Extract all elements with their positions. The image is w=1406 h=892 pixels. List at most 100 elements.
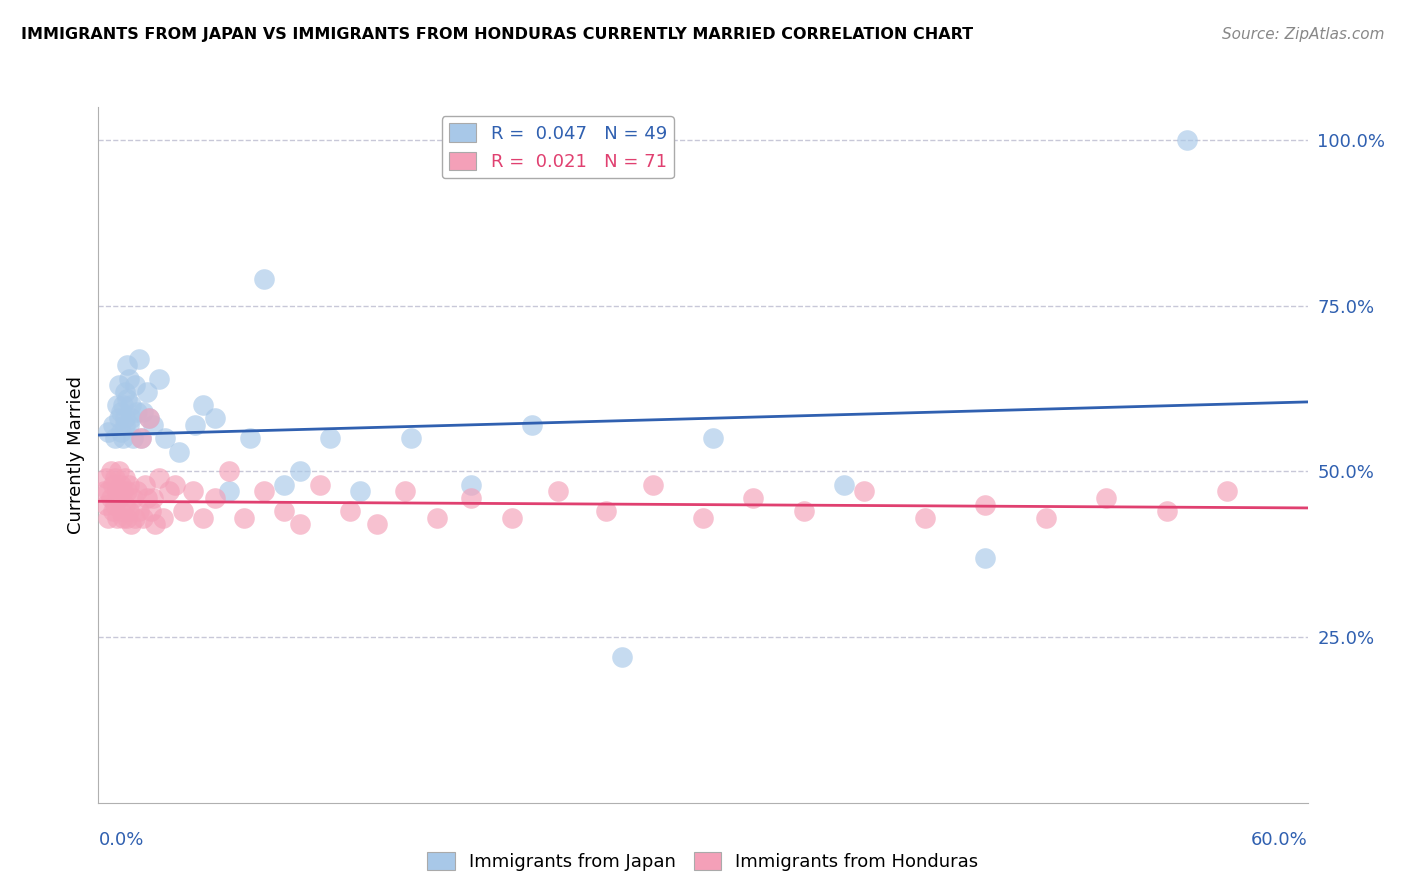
Point [157,484,180,499]
Point [120,411,142,425]
Point [184,418,207,433]
Point [1035,511,1057,525]
Point [702,431,724,445]
Point [142,418,165,433]
Point [595,504,617,518]
Point [118,504,141,518]
Point [253,272,276,286]
Point [97,425,120,439]
Text: IMMIGRANTS FROM JAPAN VS IMMIGRANTS FROM HONDURAS CURRENTLY MARRIED CORRELATION : IMMIGRANTS FROM JAPAN VS IMMIGRANTS FROM… [21,27,973,42]
Point [181,484,204,499]
Point [138,411,160,425]
Point [460,491,482,505]
Point [121,431,143,445]
Point [138,411,160,425]
Point [148,372,170,386]
Point [1095,491,1118,505]
Point [193,398,215,412]
Point [152,511,174,525]
Point [105,511,128,525]
Point [125,484,148,499]
Text: 0.0%: 0.0% [98,830,143,848]
Y-axis label: Currently Married: Currently Married [66,376,84,534]
Point [253,484,276,499]
Point [120,398,142,412]
Point [118,477,141,491]
Point [914,511,936,525]
Point [128,351,150,366]
Point [107,465,129,479]
Point [128,504,150,518]
Point [100,465,122,479]
Point [853,484,876,499]
Point [1156,504,1178,518]
Point [129,431,152,445]
Point [273,477,295,491]
Point [692,511,714,525]
Point [107,411,129,425]
Point [114,384,136,399]
Point [101,477,124,491]
Point [132,405,155,419]
Point [115,392,138,406]
Point [167,444,190,458]
Point [125,405,148,419]
Point [120,517,142,532]
Point [547,484,569,499]
Point [193,511,215,525]
Point [974,550,997,565]
Point [501,511,523,525]
Point [96,498,118,512]
Point [142,491,165,505]
Point [115,484,138,499]
Point [114,418,136,433]
Point [93,484,115,499]
Point [114,498,136,512]
Point [218,484,240,499]
Point [148,471,170,485]
Point [114,471,136,485]
Point [319,431,342,445]
Text: 60.0%: 60.0% [1251,830,1308,848]
Point [100,491,122,505]
Point [124,378,146,392]
Legend: Immigrants from Japan, Immigrants from Honduras: Immigrants from Japan, Immigrants from H… [420,845,986,879]
Point [139,504,162,518]
Point [134,477,156,491]
Point [612,650,634,665]
Point [426,511,449,525]
Point [339,504,361,518]
Point [143,517,166,532]
Point [974,498,997,512]
Point [114,411,136,425]
Point [105,398,128,412]
Point [742,491,765,505]
Point [129,431,152,445]
Point [110,504,132,518]
Point [107,491,129,505]
Point [111,398,134,412]
Point [101,418,124,433]
Text: Source: ZipAtlas.com: Source: ZipAtlas.com [1222,27,1385,42]
Point [288,465,311,479]
Point [793,504,815,518]
Point [97,511,120,525]
Point [103,471,125,485]
Point [97,484,120,499]
Point [124,511,146,525]
Point [399,431,422,445]
Point [121,491,143,505]
Point [349,484,371,499]
Point [115,359,138,373]
Point [460,477,482,491]
Point [366,517,388,532]
Point [135,384,157,399]
Point [832,477,855,491]
Point [239,431,262,445]
Point [110,425,132,439]
Point [273,504,295,518]
Point [105,484,128,499]
Point [172,504,194,518]
Point [118,372,141,386]
Point [394,484,416,499]
